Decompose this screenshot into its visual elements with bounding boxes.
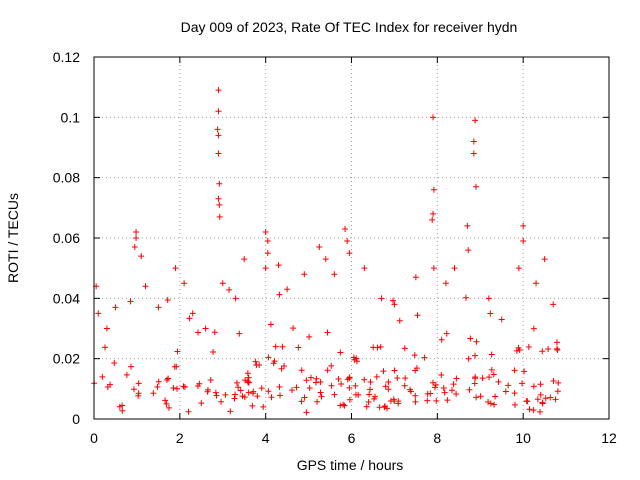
y-tick-label: 0 (72, 411, 80, 427)
x-tick-label: 2 (176, 430, 184, 446)
data-point (430, 186, 437, 193)
data-point (344, 238, 351, 245)
data-point (262, 228, 269, 235)
data-point (216, 180, 223, 187)
data-point (464, 222, 471, 229)
data-point (189, 310, 196, 317)
data-point (216, 213, 223, 220)
data-point (103, 325, 110, 332)
data-point (391, 301, 398, 308)
data-point (442, 280, 449, 287)
data-point (142, 283, 149, 290)
data-point (215, 150, 222, 157)
scatter-points (93, 87, 557, 332)
data-point (430, 210, 437, 217)
data-point (378, 295, 385, 302)
data-point (520, 222, 527, 229)
data-point (241, 256, 248, 263)
data-point (472, 183, 479, 190)
data-point (430, 114, 437, 121)
data-point (342, 225, 349, 232)
data-point (202, 325, 209, 332)
grid-lines (94, 57, 609, 419)
data-point (215, 108, 222, 115)
data-point (131, 244, 138, 251)
y-axis-label: ROTI / TECUs (5, 193, 21, 283)
data-point (214, 126, 221, 133)
x-axis-label: GPS time / hours (297, 457, 404, 473)
data-point (216, 201, 223, 208)
data-point (412, 274, 419, 281)
data-point (284, 286, 291, 293)
data-point (172, 265, 179, 272)
data-point (112, 304, 119, 311)
y-tick-label: 0.04 (53, 290, 80, 306)
data-point (550, 301, 557, 308)
data-point (133, 228, 140, 235)
y-tick-label: 0.06 (53, 230, 80, 246)
data-point (541, 256, 548, 263)
scatter-noise-cloud (91, 286, 562, 416)
x-tick-label: 12 (601, 430, 617, 446)
y-tick-label: 0.02 (53, 351, 80, 367)
data-point (346, 250, 353, 257)
x-tick-label: 0 (90, 430, 98, 446)
data-point (138, 253, 145, 260)
data-point (181, 280, 188, 287)
data-point (520, 238, 527, 245)
x-tick-labels: 0 2 4 6 8 10 12 (90, 430, 617, 446)
y-tick-label: 0.12 (53, 49, 80, 65)
data-point (127, 298, 134, 305)
data-point (361, 265, 368, 272)
data-point (451, 265, 458, 272)
data-point (264, 238, 271, 245)
data-point (472, 117, 479, 124)
data-point (322, 256, 329, 263)
data-point (262, 265, 269, 272)
data-point (485, 295, 492, 302)
data-point (331, 271, 338, 278)
data-point (219, 280, 226, 287)
data-point (215, 132, 222, 139)
data-point (232, 295, 239, 302)
data-point (95, 310, 102, 317)
data-point (301, 271, 308, 278)
x-tick-label: 10 (515, 430, 531, 446)
data-point (429, 216, 436, 223)
data-point (430, 265, 437, 272)
data-point (515, 265, 522, 272)
data-point (465, 247, 472, 254)
data-point (155, 304, 162, 311)
data-point (316, 244, 323, 251)
axis-ticks (93, 56, 610, 420)
y-tick-labels: 0 0.02 0.04 0.06 0.08 0.1 0.12 (53, 49, 80, 427)
x-tick-label: 4 (262, 430, 270, 446)
data-point (470, 138, 477, 145)
data-point (498, 316, 505, 323)
chart-title: Day 009 of 2023, Rate Of TEC Index for r… (181, 19, 518, 35)
x-tick-label: 8 (433, 430, 441, 446)
data-point (275, 262, 282, 269)
data-point (215, 195, 222, 202)
data-point (264, 250, 271, 257)
data-point (215, 87, 222, 94)
roti-background-points (91, 286, 562, 416)
y-tick-label: 0.08 (53, 170, 80, 186)
data-point (470, 150, 477, 157)
data-point (133, 235, 140, 241)
x-tick-label: 6 (348, 430, 356, 446)
y-tick-label: 0.1 (61, 109, 81, 125)
data-point (533, 280, 540, 287)
